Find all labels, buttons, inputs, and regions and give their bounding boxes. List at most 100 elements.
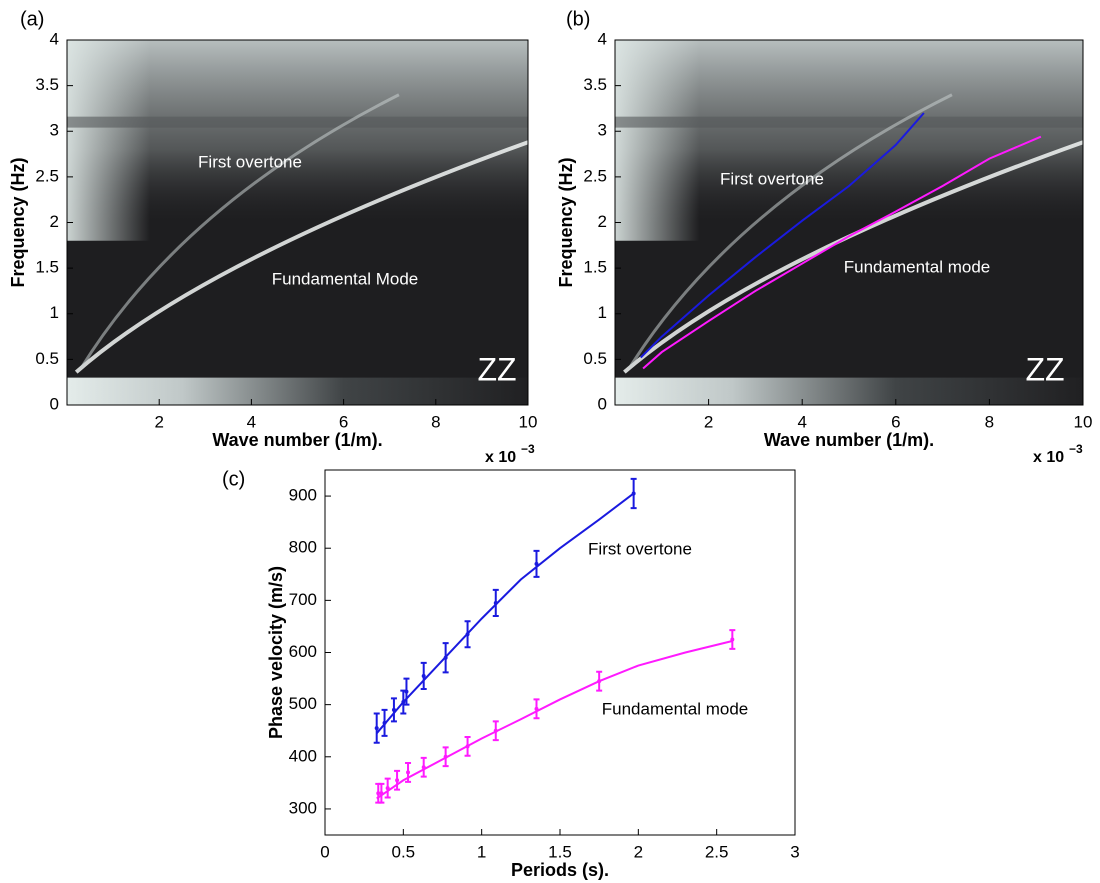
y-tick-label: 400: [289, 746, 317, 765]
x-tick-label: 10: [519, 412, 538, 431]
y-axis-label: Frequency (Hz): [556, 157, 576, 287]
x-tick-label: 2: [154, 412, 163, 431]
panel-label: (b): [566, 8, 590, 30]
spectrogram-ridge: [79, 93, 400, 370]
y-tick-label: 2.5: [35, 166, 59, 185]
y-tick-label: 800: [289, 538, 317, 557]
data-point: [395, 778, 400, 783]
annotation: First overtone: [588, 539, 692, 558]
spectrogram-band: [67, 116, 528, 128]
x-multiplier: x 10: [485, 449, 516, 466]
dispersion-curve: [640, 112, 925, 359]
data-point: [443, 655, 448, 660]
y-tick-label: 1.5: [35, 258, 59, 277]
y-tick-label: 0.5: [35, 349, 59, 368]
fit-line: [376, 640, 733, 800]
data-point: [374, 726, 379, 731]
x-axis-label: Periods (s).: [511, 860, 609, 880]
spectrogram-glow: [615, 40, 700, 241]
x-tick-label: 1: [477, 842, 486, 861]
y-tick-label: 2: [50, 212, 59, 231]
y-tick-label: 4: [598, 29, 607, 48]
x-tick-label: 10: [1074, 412, 1093, 431]
spectrogram-band: [615, 116, 1083, 128]
y-tick-label: 2.5: [583, 166, 607, 185]
y-tick-label: 0: [598, 394, 607, 413]
spectrogram-glow: [67, 40, 150, 241]
data-point: [385, 786, 390, 791]
y-axis-label: Phase velocity (m/s): [266, 566, 286, 739]
x-tick-label: 8: [431, 412, 440, 431]
annotation: Fundamental mode: [602, 699, 748, 718]
x-multiplier-exponent: −3: [521, 442, 535, 456]
x-tick-label: 4: [797, 412, 806, 431]
x-tick-label: 2: [704, 412, 713, 431]
spectrogram-glow: [67, 377, 528, 405]
y-tick-label: 2: [598, 212, 607, 231]
x-tick-label: 0: [320, 842, 329, 861]
data-point: [406, 770, 411, 775]
data-point: [401, 700, 406, 705]
x-tick-label: 1.5: [548, 842, 572, 861]
y-tick-label: 1: [598, 303, 607, 322]
x-tick-label: 6: [891, 412, 900, 431]
x-multiplier: x 10: [1033, 449, 1064, 466]
x-tick-label: 2.5: [705, 842, 729, 861]
annotation: Fundamental mode: [844, 257, 990, 276]
x-tick-label: 4: [247, 412, 256, 431]
x-multiplier-exponent: −3: [1069, 442, 1083, 456]
panel-label: (a): [20, 8, 44, 30]
y-tick-label: 3.5: [583, 75, 607, 94]
data-point: [465, 744, 470, 749]
data-point: [391, 707, 396, 712]
annotation: First overtone: [720, 169, 824, 188]
data-point: [493, 728, 498, 733]
data-point: [376, 791, 381, 796]
spectrogram-glow: [615, 377, 1083, 405]
y-tick-label: 3: [598, 121, 607, 140]
y-tick-label: 500: [289, 694, 317, 713]
spectrogram-ridge: [74, 140, 529, 374]
x-tick-label: 6: [339, 412, 348, 431]
annotation: First overtone: [198, 152, 302, 171]
panel-label: (c): [222, 468, 245, 490]
data-point: [382, 720, 387, 725]
data-point: [404, 689, 409, 694]
y-tick-label: 900: [289, 486, 317, 505]
data-point: [421, 673, 426, 678]
annotation: ZZ: [477, 351, 516, 387]
y-tick-label: 1.5: [583, 258, 607, 277]
x-tick-label: 8: [985, 412, 994, 431]
y-tick-label: 700: [289, 590, 317, 609]
spectrogram-ridge: [627, 93, 953, 370]
data-point: [631, 491, 636, 496]
data-point: [534, 561, 539, 566]
x-tick-label: 3: [790, 842, 799, 861]
data-point: [465, 632, 470, 637]
x-tick-label: 2: [634, 842, 643, 861]
data-point: [493, 600, 498, 605]
y-tick-label: 600: [289, 642, 317, 661]
x-axis-label: Wave number (1/m).: [764, 430, 934, 450]
data-point: [730, 637, 735, 642]
y-tick-label: 0: [50, 394, 59, 413]
y-tick-label: 1: [50, 303, 59, 322]
data-point: [379, 791, 384, 796]
x-tick-label: 0.5: [392, 842, 416, 861]
y-tick-label: 3.5: [35, 75, 59, 94]
y-tick-label: 4: [50, 29, 59, 48]
y-tick-label: 3: [50, 121, 59, 140]
dispersion-curve: [642, 135, 1042, 370]
y-tick-label: 0.5: [583, 349, 607, 368]
data-point: [534, 706, 539, 711]
data-point: [421, 765, 426, 770]
y-tick-label: 300: [289, 798, 317, 817]
data-point: [443, 754, 448, 759]
y-axis-label: Frequency (Hz): [8, 157, 28, 287]
x-axis-label: Wave number (1/m).: [212, 430, 382, 450]
data-point: [597, 679, 602, 684]
annotation: Fundamental Mode: [272, 269, 418, 288]
annotation: ZZ: [1025, 351, 1064, 387]
